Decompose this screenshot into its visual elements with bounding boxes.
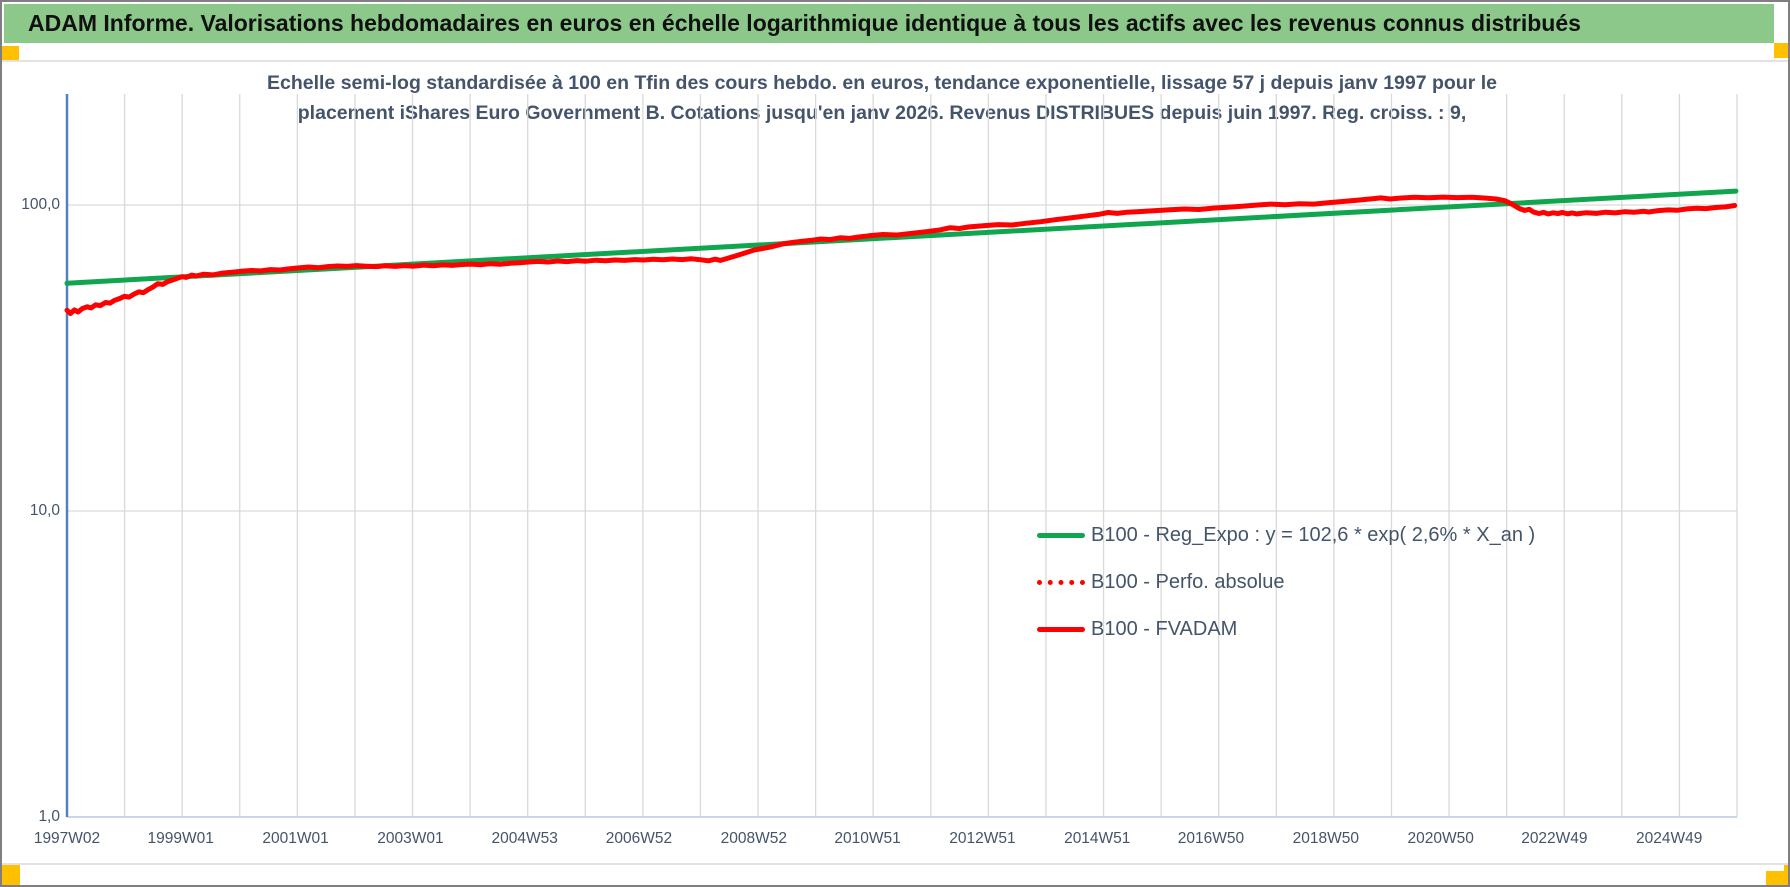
x-axis-label: 2012W51 [949, 830, 1016, 847]
x-axis-label: 1999W01 [147, 830, 214, 847]
chart-title-line2: placement iShares Euro Government B. Cot… [297, 102, 1467, 124]
x-axis-label: 2001W01 [262, 830, 329, 847]
x-axis-label: 2016W50 [1177, 830, 1245, 847]
x-axis-label: 2022W49 [1521, 830, 1588, 847]
x-axis-label: 2004W53 [491, 830, 558, 847]
legend-item-fvadam: B100 - FVADAM [1037, 614, 1535, 644]
chart-object-bottom-border [2, 863, 1788, 865]
accent-cell-top-left [2, 46, 19, 60]
sheet-header-banner: ADAM Informe. Valorisations hebdomadaire… [4, 4, 1774, 43]
x-axis-label: 2008W52 [720, 830, 788, 847]
legend-label: B100 - Reg_Expo : y = 102,6 * exp( 2,6% … [1091, 523, 1536, 546]
legend-item-perfo-absolue: B100 - Perfo. absolue [1037, 567, 1535, 597]
y-axis-label: 100,0 [21, 196, 60, 213]
legend-item-reg-expo: B100 - Reg_Expo : y = 102,6 * exp( 2,6% … [1037, 520, 1535, 550]
x-axis-label: 2024W49 [1636, 830, 1703, 847]
legend-line-sample-green-solid-icon [1037, 532, 1085, 538]
accent-cell-top-right [1774, 43, 1788, 58]
y-axis-label: 10,0 [29, 502, 60, 519]
chart-object-top-border [2, 60, 1788, 62]
x-axis-label: 2014W51 [1064, 830, 1131, 847]
x-axis-label: 2018W50 [1292, 830, 1359, 847]
sheet-header-title: ADAM Informe. Valorisations hebdomadaire… [28, 10, 1581, 36]
x-axis-label: 2020W50 [1407, 830, 1474, 847]
chart-legend: B100 - Reg_Expo : y = 102,6 * exp( 2,6% … [1037, 520, 1535, 644]
accent-cell-bottom-right [1766, 871, 1788, 885]
x-axis-label: 2010W51 [834, 830, 901, 847]
y-axis-label: 1,0 [38, 808, 60, 825]
x-axis-label: 2006W52 [605, 830, 673, 847]
legend-label: B100 - FVADAM [1091, 617, 1238, 640]
x-axis-label: 1997W02 [33, 830, 101, 847]
legend-line-sample-red-solid-icon [1037, 626, 1085, 632]
accent-cell-bottom-left [2, 865, 20, 885]
x-axis-label: 2003W01 [377, 830, 444, 847]
chart-title-line1: Echelle semi-log standardisée à 100 en T… [266, 72, 1497, 94]
chart-title: Echelle semi-log standardisée à 100 en T… [182, 68, 1582, 128]
legend-line-sample-red-dotted-icon [1037, 579, 1085, 585]
chart-object[interactable] [2, 62, 1788, 863]
legend-label: B100 - Perfo. absolue [1091, 570, 1285, 593]
